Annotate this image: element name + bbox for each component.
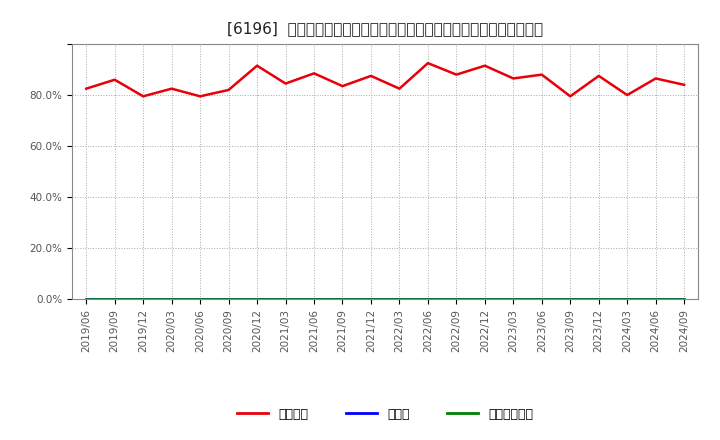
Title: [6196]  自己資本、のれん、繰延税金資産の総資産に対する比率の推移: [6196] 自己資本、のれん、繰延税金資産の総資産に対する比率の推移	[227, 21, 544, 36]
Legend: 自己資本, のれん, 繰延税金資産: 自己資本, のれん, 繰延税金資産	[232, 403, 539, 425]
